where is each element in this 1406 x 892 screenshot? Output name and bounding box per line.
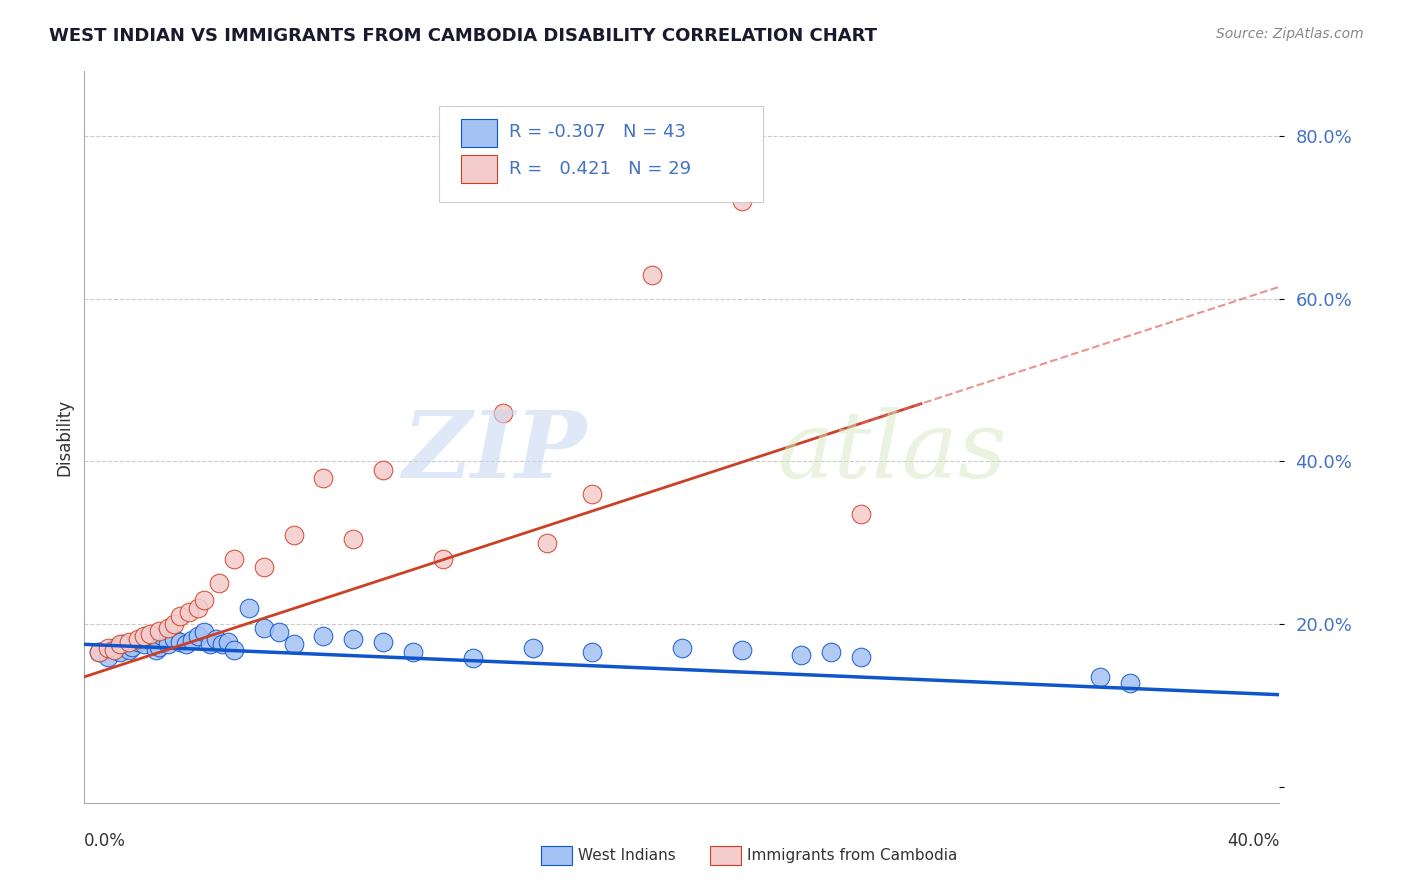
- Text: 0.0%: 0.0%: [84, 832, 127, 850]
- Point: [97, 649, 120, 664]
- Point: [145, 643, 167, 657]
- Point: [150, 629, 173, 643]
- Point: [267, 625, 290, 640]
- Point: [103, 641, 125, 656]
- Text: R = -0.307   N = 43: R = -0.307 N = 43: [509, 123, 686, 141]
- Point: [139, 633, 162, 648]
- Point: [97, 641, 120, 656]
- Point: [157, 621, 180, 635]
- Point: [790, 648, 813, 662]
- Point: [132, 629, 156, 643]
- Point: [132, 637, 156, 651]
- Point: [373, 462, 395, 476]
- Point: [312, 471, 335, 485]
- Point: [522, 641, 544, 656]
- Point: [312, 629, 335, 643]
- Point: [89, 645, 111, 659]
- Point: [169, 608, 191, 623]
- Point: [193, 592, 215, 607]
- Point: [89, 645, 111, 659]
- Point: [641, 268, 664, 282]
- Point: [342, 532, 364, 546]
- Y-axis label: Disability: Disability: [55, 399, 73, 475]
- Point: [208, 576, 231, 591]
- Point: [851, 508, 873, 522]
- Text: West Indians: West Indians: [578, 848, 676, 863]
- Point: [139, 626, 162, 640]
- Text: R =   0.421   N = 29: R = 0.421 N = 29: [509, 160, 690, 178]
- Point: [127, 632, 149, 646]
- Text: 40.0%: 40.0%: [1227, 832, 1279, 850]
- Point: [174, 637, 197, 651]
- Point: [163, 617, 186, 632]
- Text: Immigrants from Cambodia: Immigrants from Cambodia: [747, 848, 957, 863]
- Text: atlas: atlas: [778, 407, 1007, 497]
- Point: [127, 635, 149, 649]
- Point: [205, 632, 228, 646]
- Point: [148, 640, 170, 654]
- FancyBboxPatch shape: [439, 106, 763, 202]
- Point: [118, 635, 141, 649]
- Point: [238, 600, 260, 615]
- Point: [222, 552, 245, 566]
- Text: Source: ZipAtlas.com: Source: ZipAtlas.com: [1216, 27, 1364, 41]
- Point: [187, 600, 209, 615]
- Point: [492, 406, 515, 420]
- Point: [110, 637, 132, 651]
- Point: [731, 194, 754, 209]
- Point: [121, 640, 143, 654]
- Point: [373, 635, 395, 649]
- Point: [253, 560, 276, 574]
- Point: [1119, 675, 1142, 690]
- Point: [283, 637, 305, 651]
- Point: [432, 552, 454, 566]
- Point: [461, 651, 484, 665]
- Point: [198, 636, 221, 650]
- Point: [536, 535, 558, 549]
- Point: [148, 624, 170, 638]
- Text: ZIP: ZIP: [402, 407, 586, 497]
- Point: [157, 636, 180, 650]
- Bar: [461, 155, 496, 183]
- Point: [193, 625, 215, 640]
- Point: [211, 637, 233, 651]
- Point: [103, 643, 125, 657]
- Point: [110, 645, 132, 659]
- Point: [217, 635, 239, 649]
- Point: [1090, 670, 1112, 684]
- Point: [671, 641, 693, 656]
- Point: [253, 621, 276, 635]
- Point: [163, 632, 186, 646]
- Point: [222, 643, 245, 657]
- Point: [177, 605, 200, 619]
- Point: [283, 527, 305, 541]
- Point: [112, 637, 135, 651]
- Point: [187, 629, 209, 643]
- Point: [169, 635, 191, 649]
- Point: [581, 645, 603, 659]
- Bar: [461, 119, 496, 146]
- Point: [581, 487, 603, 501]
- Point: [820, 645, 842, 659]
- Point: [402, 645, 425, 659]
- Point: [731, 643, 754, 657]
- Text: WEST INDIAN VS IMMIGRANTS FROM CAMBODIA DISABILITY CORRELATION CHART: WEST INDIAN VS IMMIGRANTS FROM CAMBODIA …: [49, 27, 877, 45]
- Point: [342, 632, 364, 646]
- Point: [181, 633, 204, 648]
- Point: [118, 643, 141, 657]
- Point: [851, 649, 873, 664]
